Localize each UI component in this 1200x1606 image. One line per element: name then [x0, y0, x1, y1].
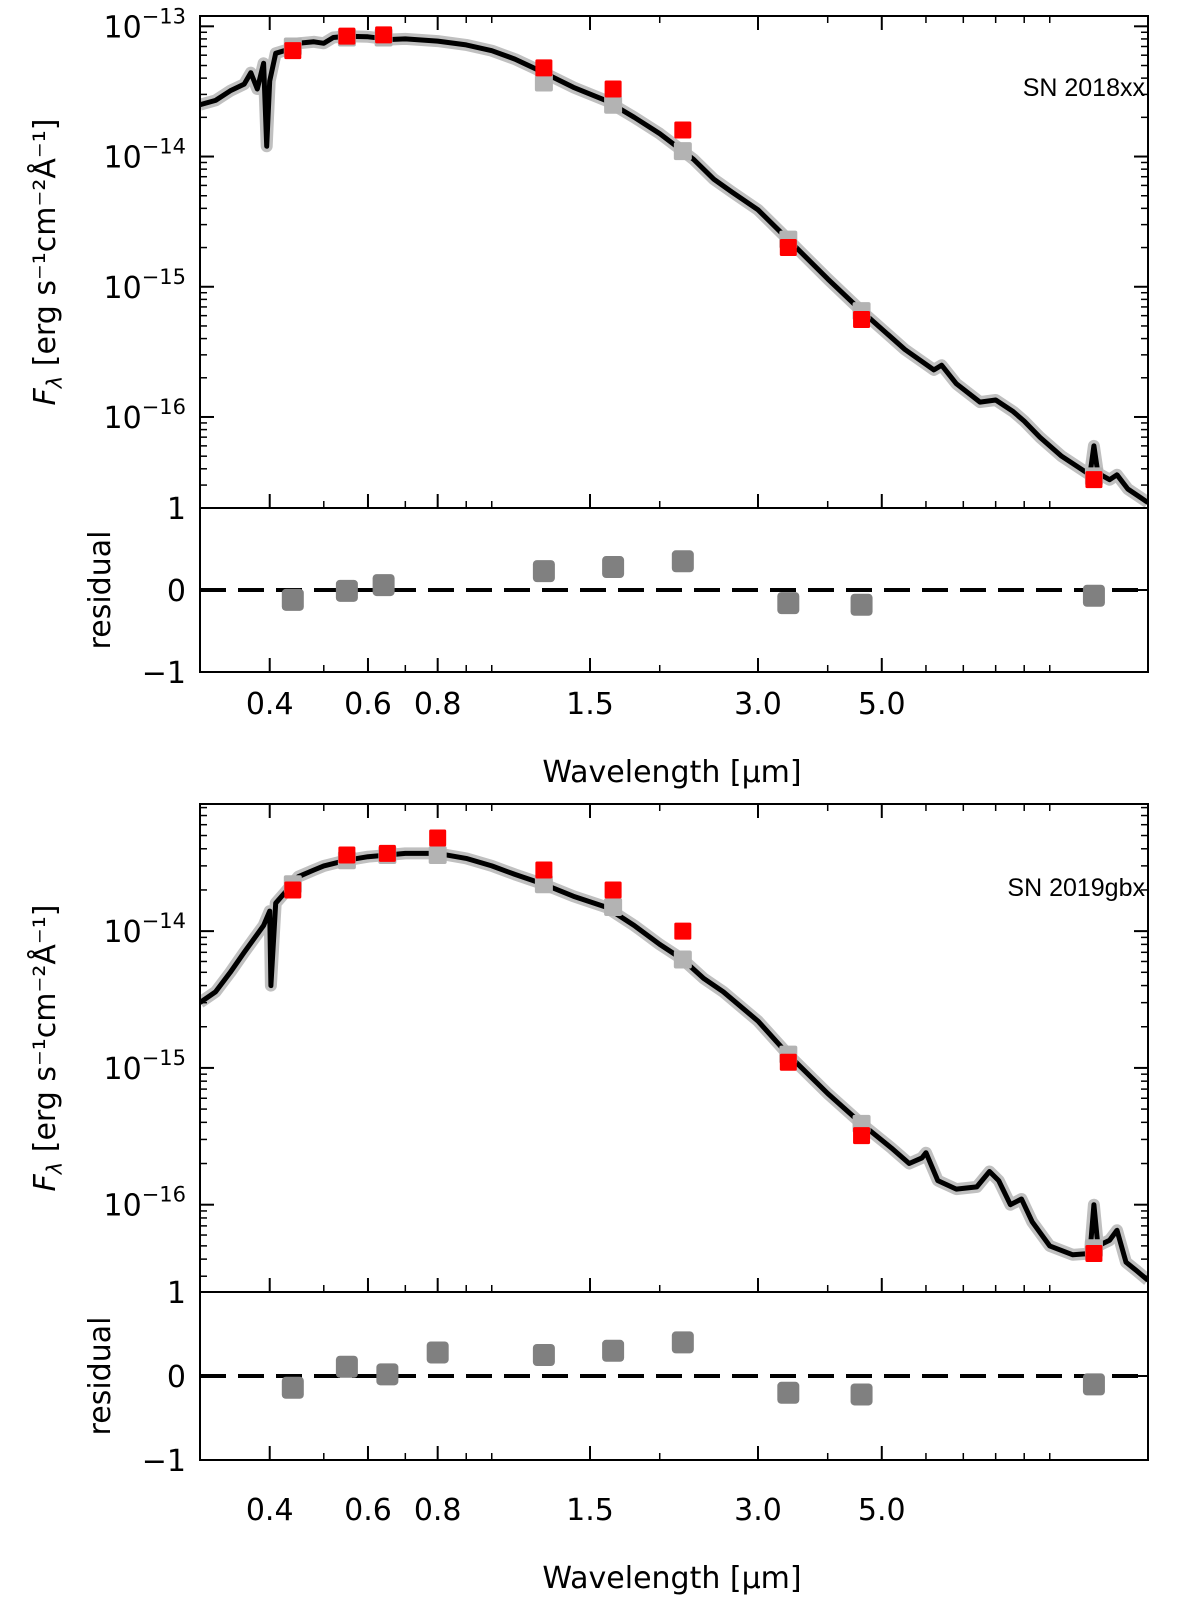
- residual-point: [602, 1339, 625, 1362]
- residual-point: [376, 1363, 399, 1386]
- residual-point: [602, 556, 625, 579]
- observed-point: [853, 1127, 871, 1145]
- observed-point: [375, 26, 393, 44]
- x-tick-label: 0.8: [414, 687, 462, 722]
- residual-point: [777, 1381, 800, 1404]
- residual-point: [1082, 1373, 1105, 1396]
- x-tick-label: 1.5: [566, 1493, 614, 1528]
- observed-point: [535, 59, 553, 77]
- observed-point: [429, 829, 447, 847]
- synthetic-point: [428, 846, 447, 865]
- y-axis-label: Fλ [erg s⁻¹cm⁻²Å⁻¹]: [27, 905, 67, 1192]
- observed-point: [779, 239, 797, 257]
- residual-point: [850, 593, 873, 616]
- residual-point: [671, 1331, 694, 1354]
- y-tick-label: 10−16: [103, 395, 186, 436]
- residual-point: [335, 579, 358, 602]
- x-axis-label: Wavelength [μm]: [542, 1561, 801, 1596]
- y-tick-label: 10−15: [103, 265, 186, 306]
- y-tick-label: 1: [167, 492, 186, 527]
- observed-point: [284, 42, 302, 60]
- x-tick-label: 3.0: [734, 1493, 782, 1528]
- model-spectrum-line: [200, 33, 1148, 505]
- model-uncertainty-band: [200, 30, 1148, 508]
- observed-point: [1085, 471, 1103, 489]
- synthetic-point: [534, 73, 553, 92]
- x-axis-label: Wavelength [μm]: [542, 755, 801, 790]
- residual-point: [335, 1355, 358, 1378]
- observed-point: [674, 922, 692, 940]
- residual-panel: −1 0 1 residual 0.4 0.6 0.8 1.5 3.0 5.0: [83, 1276, 1149, 1528]
- residual-point: [281, 1376, 304, 1399]
- y-tick-label: 10−16: [103, 1183, 186, 1224]
- synthetic-point: [534, 875, 553, 894]
- y-tick-label: 10−14: [103, 135, 186, 176]
- synthetic-point: [673, 142, 692, 161]
- residual-panel: −1 0 1 residual 0.4 0.6 0.8 1.5 3.0 5.0: [83, 492, 1149, 722]
- x-tick-label: 5.0: [858, 687, 906, 722]
- observed-point: [338, 846, 356, 864]
- observed-point: [338, 27, 356, 45]
- y-tick-label: 0: [167, 574, 186, 609]
- x-tick-label: 0.4: [246, 687, 294, 722]
- residual-point: [532, 560, 555, 583]
- x-tick-label: 1.5: [566, 687, 614, 722]
- y-tick-label: 0: [167, 1360, 186, 1395]
- observed-point: [604, 80, 622, 98]
- residual-point: [671, 550, 694, 573]
- flux-panel-frame: [199, 803, 1149, 1293]
- residual-point: [372, 574, 395, 597]
- plot-area: [200, 829, 1148, 1285]
- flux-panel-frame: [199, 15, 1149, 509]
- observed-point: [284, 881, 302, 899]
- plot-area: [200, 26, 1148, 508]
- residual-axis-label: residual: [83, 531, 118, 650]
- synthetic-point: [673, 950, 692, 969]
- residual-point: [777, 592, 800, 615]
- panel-label: SN 2019gbx: [1007, 874, 1145, 902]
- residual-point: [426, 1341, 449, 1364]
- x-tick-label: 0.4: [246, 1493, 294, 1528]
- sed-chart-sn2019gbx: 10−14 10−15 10−16 Fλ [erg s⁻¹cm⁻²Å⁻¹] −1 0 1 r…: [27, 803, 1149, 1596]
- x-tick-label: 0.6: [344, 1493, 392, 1528]
- x-tick-label: 5.0: [858, 1493, 906, 1528]
- y-axis-label: Fλ [erg s⁻¹cm⁻²Å⁻¹]: [27, 119, 67, 406]
- residual-point: [532, 1344, 555, 1366]
- observed-point: [674, 121, 692, 139]
- synthetic-point: [604, 898, 623, 917]
- x-tick-label: 0.8: [414, 1493, 462, 1528]
- residual-point: [1082, 584, 1105, 607]
- flux-panel: 10−14 10−15 10−16 Fλ [erg s⁻¹cm⁻²Å⁻¹]: [27, 803, 1149, 1460]
- residual-axis-label: residual: [83, 1317, 118, 1436]
- observed-point: [853, 311, 871, 329]
- y-tick-label: 10−14: [103, 909, 186, 950]
- model-uncertainty-band: [200, 847, 1148, 1285]
- y-tick-label: 10−13: [103, 4, 186, 45]
- observed-point: [1085, 1244, 1103, 1262]
- synthetic-point: [604, 95, 623, 114]
- flux-panel: 10−13 10−14 10−15 10−16 Fλ [erg s⁻¹cm⁻²Å⁻¹]: [27, 4, 1149, 672]
- observed-point: [378, 844, 396, 862]
- y-tick-label: 10−15: [103, 1046, 186, 1087]
- observed-point: [779, 1053, 797, 1071]
- y-tick-label: −1: [142, 1444, 186, 1479]
- x-tick-label: 0.6: [344, 687, 392, 722]
- residual-point: [850, 1383, 873, 1406]
- residual-point: [281, 588, 304, 611]
- panel-label: SN 2018xx: [1023, 74, 1146, 102]
- observed-point: [604, 881, 622, 899]
- y-tick-label: −1: [142, 656, 186, 691]
- model-spectrum-line: [200, 850, 1148, 1283]
- y-tick-label: 1: [167, 1276, 186, 1311]
- x-tick-label: 3.0: [734, 687, 782, 722]
- observed-point: [535, 861, 553, 879]
